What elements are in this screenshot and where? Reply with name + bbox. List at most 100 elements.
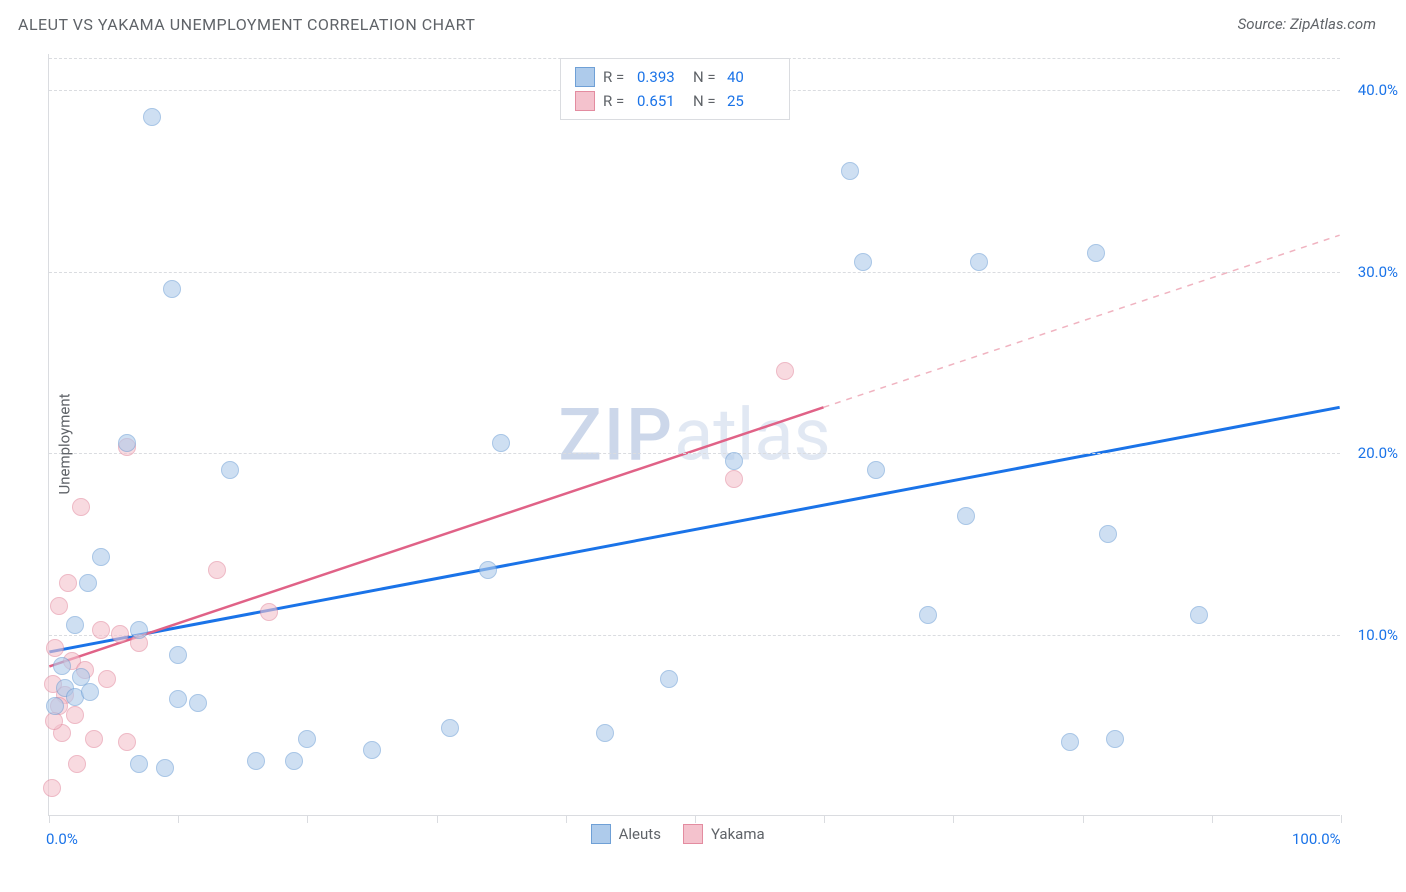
scatter-point <box>66 706 84 724</box>
trend-line <box>49 407 823 666</box>
scatter-point <box>143 108 161 126</box>
source-attribution: Source: ZipAtlas.com <box>1238 15 1376 33</box>
scatter-point <box>98 670 116 688</box>
scatter-point <box>169 646 187 664</box>
stat-n-label: N = <box>693 65 719 89</box>
x-axis-min-label: 0.0% <box>46 830 78 848</box>
scatter-point <box>130 621 148 639</box>
watermark: ZIPatlas <box>558 392 830 477</box>
scatter-point <box>59 574 77 592</box>
trend-line <box>824 235 1340 407</box>
scatter-point <box>492 434 510 452</box>
scatter-point <box>92 621 110 639</box>
scatter-point <box>1061 733 1079 751</box>
scatter-point <box>970 253 988 271</box>
chart-title: ALEUT VS YAKAMA UNEMPLOYMENT CORRELATION… <box>18 15 475 34</box>
y-tick-label: 30.0% <box>1348 263 1398 281</box>
scatter-point <box>285 752 303 770</box>
scatter-point <box>596 724 614 742</box>
legend-stats-row-yakama: R = 0.651 N = 25 <box>575 89 775 113</box>
scatter-point <box>72 498 90 516</box>
scatter-point <box>1099 525 1117 543</box>
swatch-icon <box>575 91 595 111</box>
scatter-point <box>118 733 136 751</box>
scatter-point <box>46 639 64 657</box>
trend-lines-layer <box>49 54 1340 815</box>
y-tick-label: 20.0% <box>1348 444 1398 462</box>
y-tick-label: 40.0% <box>1348 81 1398 99</box>
scatter-point <box>53 657 71 675</box>
stat-n-value: 25 <box>727 89 775 113</box>
legend-item-aleuts: Aleuts <box>591 824 661 844</box>
stat-r-label: R = <box>603 65 629 89</box>
scatter-plot-area: ZIPatlas 10.0%20.0%30.0%40.0% <box>48 54 1340 816</box>
scatter-point <box>189 694 207 712</box>
scatter-point <box>46 697 64 715</box>
scatter-point <box>92 548 110 566</box>
legend-bottom: Aleuts Yakama <box>591 824 765 844</box>
scatter-point <box>776 362 794 380</box>
scatter-point <box>130 755 148 773</box>
scatter-point <box>163 280 181 298</box>
y-axis-label: Unemployment <box>56 393 74 494</box>
scatter-point <box>841 162 859 180</box>
scatter-point <box>169 690 187 708</box>
scatter-point <box>260 603 278 621</box>
gridline <box>49 272 1340 273</box>
chart-header: ALEUT VS YAKAMA UNEMPLOYMENT CORRELATION… <box>0 0 1406 48</box>
legend-label: Yakama <box>711 825 765 843</box>
x-tick <box>178 815 179 823</box>
y-tick-label: 10.0% <box>1348 626 1398 644</box>
legend-stats-row-aleuts: R = 0.393 N = 40 <box>575 65 775 89</box>
x-tick <box>437 815 438 823</box>
scatter-point <box>247 752 265 770</box>
scatter-point <box>1190 606 1208 624</box>
x-tick <box>1212 815 1213 823</box>
scatter-point <box>221 461 239 479</box>
swatch-icon <box>683 824 703 844</box>
x-tick <box>695 815 696 823</box>
stat-r-value: 0.651 <box>637 89 685 113</box>
stat-r-value: 0.393 <box>637 65 685 89</box>
x-tick <box>1341 815 1342 823</box>
x-tick <box>49 815 50 823</box>
scatter-point <box>156 759 174 777</box>
scatter-point <box>68 755 86 773</box>
x-axis-max-label: 100.0% <box>1292 830 1341 848</box>
scatter-point <box>919 606 937 624</box>
scatter-point <box>43 779 61 797</box>
scatter-point <box>208 561 226 579</box>
gridline <box>49 635 1340 636</box>
scatter-point <box>118 434 136 452</box>
scatter-point <box>85 730 103 748</box>
legend-item-yakama: Yakama <box>683 824 765 844</box>
scatter-point <box>363 741 381 759</box>
scatter-point <box>479 561 497 579</box>
x-tick <box>953 815 954 823</box>
scatter-point <box>1087 244 1105 262</box>
legend-label: Aleuts <box>619 825 661 843</box>
swatch-icon <box>575 67 595 87</box>
scatter-point <box>66 616 84 634</box>
scatter-point <box>1106 730 1124 748</box>
scatter-point <box>660 670 678 688</box>
x-tick <box>307 815 308 823</box>
x-tick <box>824 815 825 823</box>
stat-r-label: R = <box>603 89 629 113</box>
stat-n-label: N = <box>693 89 719 113</box>
scatter-point <box>81 683 99 701</box>
scatter-point <box>957 507 975 525</box>
scatter-point <box>111 625 129 643</box>
gridline <box>49 453 1340 454</box>
scatter-point <box>725 452 743 470</box>
legend-stats-box: R = 0.393 N = 40 R = 0.651 N = 25 <box>560 58 790 120</box>
scatter-point <box>79 574 97 592</box>
scatter-point <box>50 597 68 615</box>
scatter-point <box>298 730 316 748</box>
swatch-icon <box>591 824 611 844</box>
scatter-point <box>441 719 459 737</box>
trend-line <box>49 407 1339 652</box>
scatter-point <box>867 461 885 479</box>
x-tick <box>1083 815 1084 823</box>
scatter-point <box>854 253 872 271</box>
